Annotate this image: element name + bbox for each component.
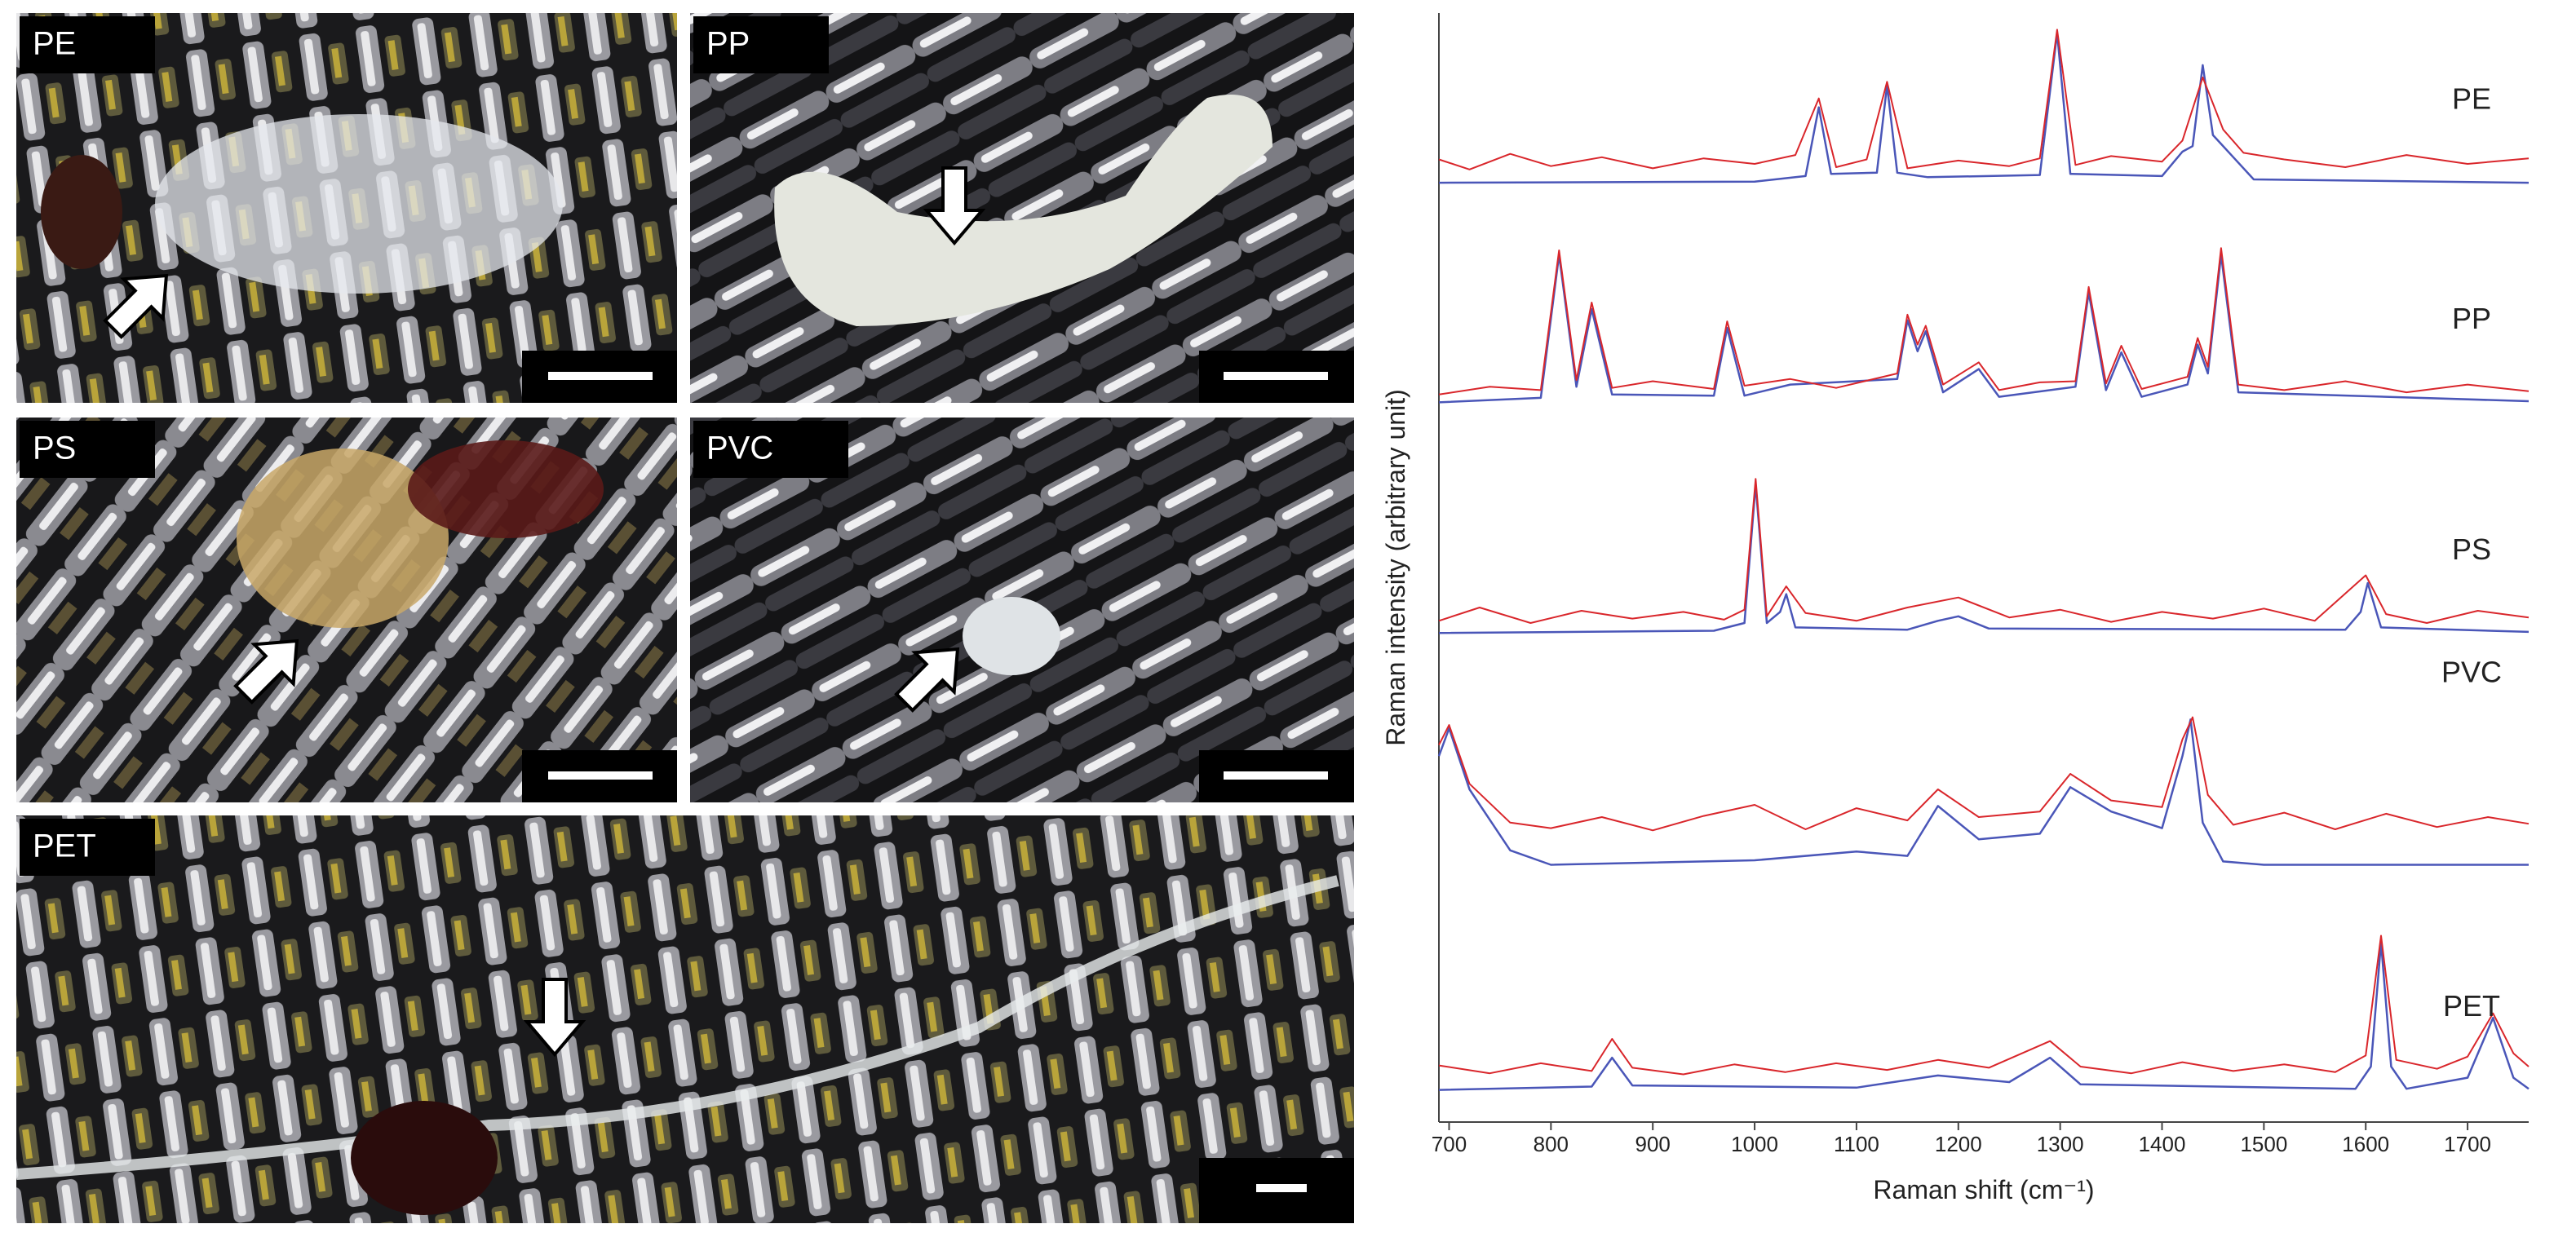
x-tick-label: 1400 [2139,1132,2186,1156]
measured-spectrum [1438,716,2530,832]
x-tick-label: 1000 [1731,1132,1778,1156]
x-axis-label: Raman shift (cm⁻¹) [1873,1175,2094,1204]
panel-label: PP [706,26,750,62]
panel-label: PET [33,828,96,864]
spectrum-label: PVC [2441,656,2502,689]
x-tick-label: 1500 [2240,1132,2287,1156]
x-tick-label: 700 [1432,1132,1467,1156]
measured-spectrum [1438,29,2530,170]
x-tick-label: 1300 [2037,1132,2084,1156]
x-tick-label: 1600 [2342,1132,2389,1156]
photo-pvc: PVC [690,418,1354,802]
photo-pp: PP [690,13,1354,403]
measured-spectrum [1438,934,2530,1076]
panel-label: PVC [706,431,773,466]
x-tick-label: 1200 [1935,1132,1982,1156]
reference-spectrum [1438,941,2530,1091]
photo-ps: PS [16,418,677,802]
spectrum-label: PS [2452,532,2491,566]
measured-spectrum [1438,247,2530,395]
spectrum-label: PET [2443,989,2500,1023]
spectrum-label: PP [2452,302,2491,335]
reference-spectrum [1437,718,2529,866]
x-tick-label: 800 [1534,1132,1569,1156]
x-tick-label: 1100 [1834,1132,1879,1156]
photo-pet: PET [16,815,1354,1223]
reference-spectrum [1438,32,2530,184]
panel-label: PE [33,26,76,62]
reference-spectrum [1438,254,2530,404]
reference-spectrum [1438,483,2530,634]
y-axis-label: Raman intensity (arbitrary unit) [1381,389,1410,745]
measured-spectrum [1438,478,2530,624]
panel-label: PS [33,431,76,466]
x-tick-label: 1700 [2444,1132,2491,1156]
x-tick-label: 900 [1635,1132,1671,1156]
photo-pe: PE [16,13,677,403]
raman-chart: Raman shift (cm⁻¹) Raman intensity (arbi… [1381,13,2530,1204]
spectrum-label: PE [2452,82,2491,116]
